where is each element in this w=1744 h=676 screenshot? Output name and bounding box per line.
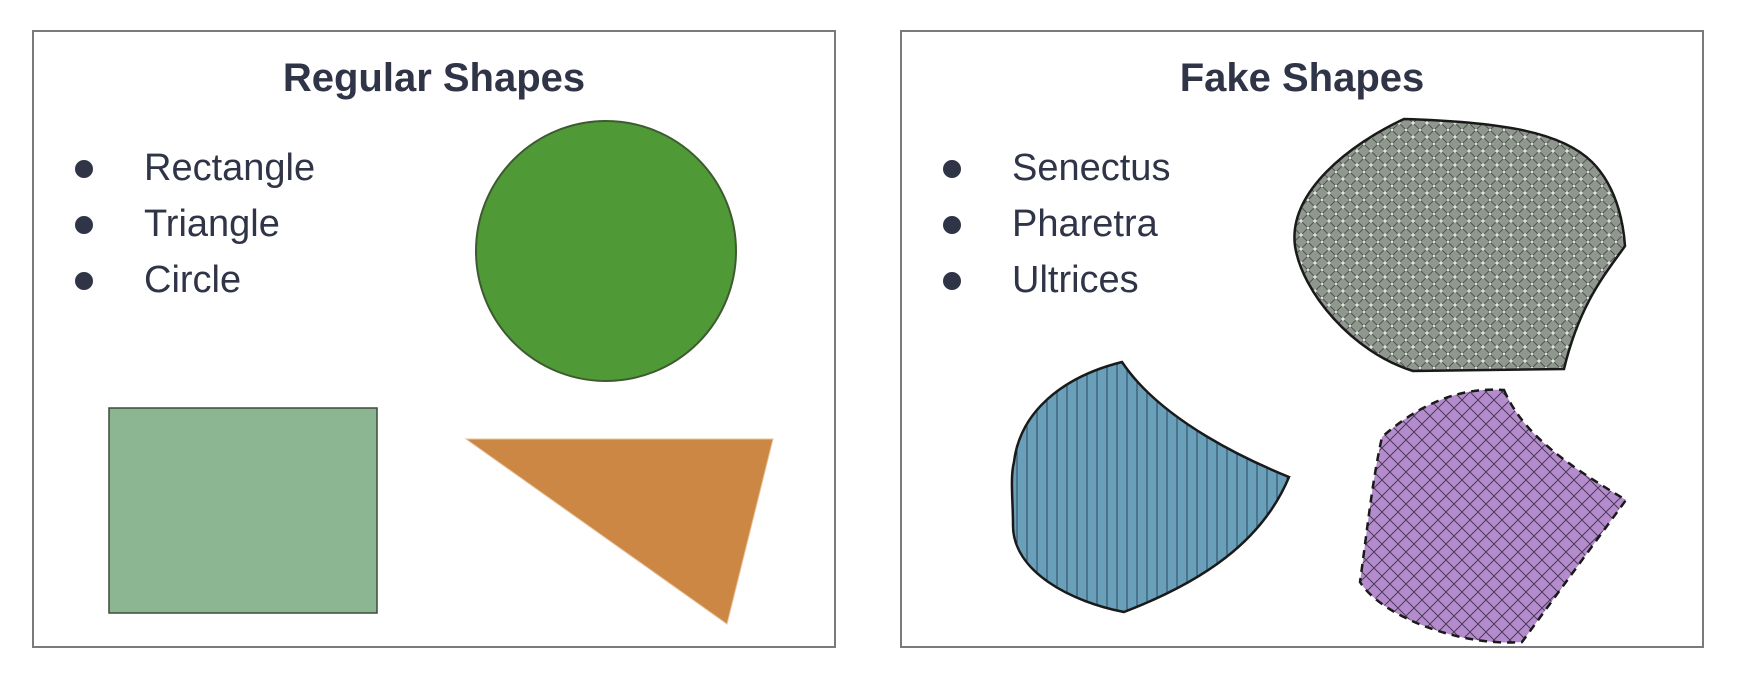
regular-shapes-panel: Regular Shapes Rectangle Triangle Circle bbox=[32, 30, 836, 648]
fake-shapes-canvas bbox=[1010, 117, 1628, 644]
bullet-icon bbox=[75, 216, 93, 234]
bullet-icon bbox=[943, 272, 961, 290]
bullet-icon bbox=[75, 272, 93, 290]
list-item: Circle bbox=[34, 252, 315, 308]
shape-list: Rectangle Triangle Circle bbox=[34, 140, 315, 308]
regular-shapes-canvas bbox=[108, 120, 774, 625]
bullet-icon bbox=[943, 160, 961, 178]
list-item: Triangle bbox=[34, 196, 315, 252]
panel-title: Regular Shapes bbox=[282, 56, 586, 100]
bullet-icon bbox=[943, 216, 961, 234]
triangle-shape bbox=[464, 438, 774, 625]
fake-shapes-panel: Fake Shapes Senectus Pharetra Ultrices bbox=[900, 30, 1704, 648]
rectangle-shape bbox=[108, 407, 378, 614]
list-item: Ultrices bbox=[902, 252, 1170, 308]
list-item: Senectus bbox=[902, 140, 1170, 196]
list-item: Pharetra bbox=[902, 196, 1170, 252]
shape-list: Senectus Pharetra Ultrices bbox=[902, 140, 1170, 308]
pharetra-blob bbox=[1010, 360, 1291, 614]
circle-shape bbox=[475, 120, 737, 382]
panel-title: Fake Shapes bbox=[1179, 56, 1425, 100]
ultrices-blob bbox=[1358, 388, 1628, 644]
list-item: Rectangle bbox=[34, 140, 315, 196]
senectus-blob bbox=[1293, 117, 1627, 373]
bullet-icon bbox=[75, 160, 93, 178]
